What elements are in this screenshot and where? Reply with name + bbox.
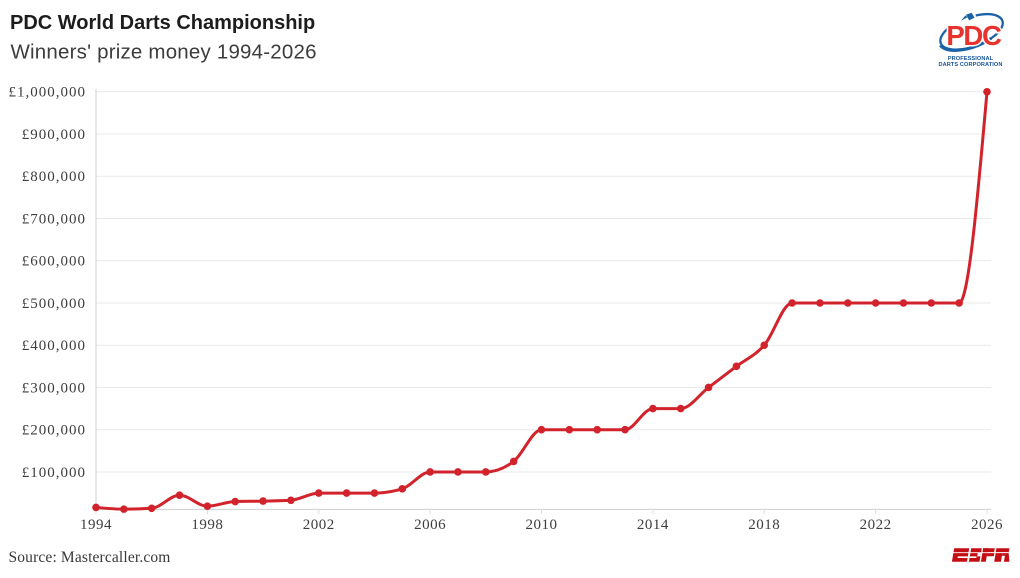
svg-text:2022: 2022 — [860, 517, 892, 533]
svg-text:£200,000: £200,000 — [22, 423, 86, 439]
svg-text:2014: 2014 — [637, 517, 669, 533]
svg-text:PROFESSIONAL: PROFESSIONAL — [948, 56, 994, 62]
svg-text:£600,000: £600,000 — [22, 254, 86, 270]
svg-text:2006: 2006 — [414, 517, 446, 533]
svg-text:Winners' prize money 1994-2026: Winners' prize money 1994-2026 — [11, 41, 317, 64]
svg-text:£700,000: £700,000 — [22, 211, 86, 227]
svg-text:2010: 2010 — [526, 517, 558, 533]
svg-text:Source: Mastercaller.com: Source: Mastercaller.com — [9, 549, 171, 566]
svg-text:2026: 2026 — [971, 517, 1003, 533]
svg-text:PDC: PDC — [946, 20, 1002, 51]
svg-text:1994: 1994 — [80, 517, 112, 533]
svg-text:£1,000,000: £1,000,000 — [9, 85, 87, 101]
svg-text:2018: 2018 — [748, 517, 780, 533]
svg-text:2002: 2002 — [303, 517, 335, 533]
svg-text:£400,000: £400,000 — [22, 338, 86, 354]
svg-text:PDC World Darts Championship: PDC World Darts Championship — [10, 12, 315, 34]
svg-text:£100,000: £100,000 — [22, 465, 86, 481]
svg-text:DARTS CORPORATION: DARTS CORPORATION — [938, 62, 1002, 68]
svg-text:£300,000: £300,000 — [22, 380, 86, 396]
svg-text:£800,000: £800,000 — [22, 169, 86, 185]
svg-text:£900,000: £900,000 — [22, 127, 86, 143]
svg-text:£500,000: £500,000 — [22, 296, 86, 312]
svg-text:1998: 1998 — [191, 517, 223, 533]
